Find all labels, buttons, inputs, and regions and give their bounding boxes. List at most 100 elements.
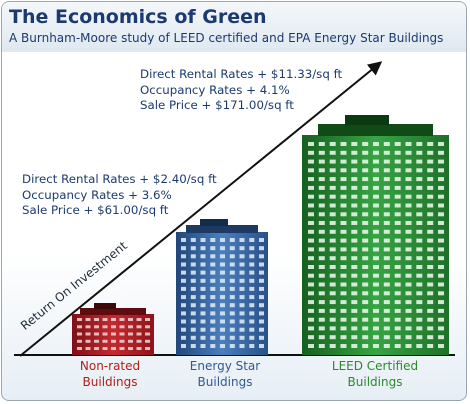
window — [416, 273, 423, 278]
window — [190, 286, 196, 291]
window — [340, 229, 347, 234]
window — [383, 317, 390, 322]
window — [340, 344, 347, 348]
window — [383, 344, 390, 348]
window — [405, 185, 412, 190]
window — [394, 221, 401, 225]
window — [220, 335, 225, 340]
window — [362, 203, 369, 208]
window — [405, 168, 412, 173]
window — [119, 347, 125, 350]
window — [249, 344, 255, 348]
window — [128, 318, 133, 321]
window — [200, 303, 206, 308]
window — [200, 295, 206, 300]
window — [229, 344, 235, 348]
window — [416, 256, 423, 261]
window — [308, 265, 314, 269]
window — [200, 278, 206, 283]
window — [249, 311, 255, 316]
window — [351, 265, 358, 269]
window — [318, 256, 325, 261]
window — [259, 327, 264, 332]
window — [416, 335, 423, 340]
window — [329, 221, 336, 225]
window — [329, 142, 336, 146]
window — [340, 282, 347, 287]
window — [190, 303, 196, 308]
window — [383, 335, 390, 340]
window — [259, 319, 264, 324]
window — [383, 142, 390, 146]
window — [427, 344, 434, 348]
window — [210, 319, 216, 324]
window — [220, 319, 225, 324]
window — [383, 291, 390, 296]
window — [438, 256, 444, 261]
window — [405, 344, 412, 348]
window — [340, 335, 347, 340]
window — [308, 273, 314, 278]
window — [220, 246, 225, 251]
window — [249, 295, 255, 300]
window — [416, 142, 423, 146]
window — [229, 238, 235, 242]
window — [200, 311, 206, 316]
window — [145, 339, 150, 343]
annotation-energystar-rental: Direct Rental Rates + $2.40/sq ft — [22, 172, 217, 186]
window — [383, 300, 390, 305]
window — [318, 159, 325, 164]
window — [340, 273, 347, 278]
window — [111, 347, 116, 350]
page-title: The Economics of Green — [9, 6, 267, 28]
window — [416, 229, 423, 234]
window — [229, 295, 235, 300]
window — [373, 159, 379, 164]
window — [128, 325, 133, 329]
window — [210, 262, 216, 267]
window — [308, 142, 314, 146]
window — [329, 256, 336, 261]
window — [239, 262, 245, 267]
window — [239, 254, 245, 259]
window — [427, 229, 434, 234]
window — [438, 142, 444, 146]
window — [394, 247, 401, 252]
window — [394, 282, 401, 287]
window — [362, 168, 369, 173]
window — [94, 332, 99, 336]
window — [318, 203, 325, 208]
window — [394, 265, 401, 269]
window — [427, 203, 434, 208]
window — [373, 177, 379, 182]
window — [220, 286, 225, 291]
window — [362, 273, 369, 278]
window — [308, 212, 314, 217]
window — [329, 203, 336, 208]
window — [111, 318, 116, 321]
window — [77, 332, 82, 336]
window — [190, 246, 196, 251]
window — [249, 254, 255, 259]
window — [383, 273, 390, 278]
window — [427, 212, 434, 217]
window — [119, 325, 125, 329]
window — [416, 168, 423, 173]
window — [362, 177, 369, 182]
window — [329, 344, 336, 348]
window — [405, 203, 412, 208]
window — [111, 339, 116, 343]
window — [308, 326, 314, 331]
window — [249, 327, 255, 332]
window — [318, 291, 325, 296]
window — [383, 282, 390, 287]
window — [351, 203, 358, 208]
window — [210, 344, 216, 348]
window — [394, 203, 401, 208]
window — [190, 278, 196, 283]
window — [405, 317, 412, 322]
window — [383, 194, 390, 199]
window — [229, 262, 235, 267]
window — [362, 212, 369, 217]
window — [427, 335, 434, 340]
